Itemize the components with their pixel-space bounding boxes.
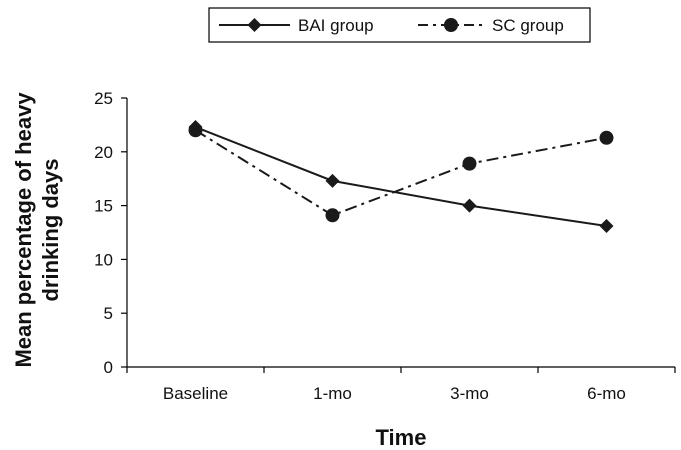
x-axis-title: Time	[376, 425, 427, 450]
series-line	[195, 126, 607, 228]
x-tick-label: 6-mo	[587, 384, 626, 403]
y-tick-label: 5	[104, 304, 113, 323]
x-tick-label: 1-mo	[313, 384, 352, 403]
y-tick-label: 25	[94, 89, 113, 108]
series-bai-group	[188, 120, 614, 234]
data-point	[599, 219, 614, 234]
data-point	[188, 123, 203, 138]
data-point	[325, 208, 340, 223]
legend-label: BAI group	[298, 16, 374, 35]
x-tick-label: 3-mo	[450, 384, 489, 403]
y-tick-label: 20	[94, 143, 113, 162]
legend: BAI group SC group	[208, 7, 591, 43]
y-axis-title-line-2: drinking days	[38, 158, 63, 301]
series-line	[194, 129, 607, 217]
data-point	[599, 130, 614, 145]
series-sc-group	[188, 123, 614, 223]
y-axis-title-line-1: Mean percentage of heavy	[11, 92, 36, 368]
legend-marker	[247, 18, 262, 32]
x-tick-label: Baseline	[163, 384, 228, 403]
x-axis-ticks: Baseline 1-mo 3-mo 6-mo	[126, 367, 676, 403]
data-point	[325, 173, 340, 188]
y-tick-label: 10	[94, 250, 113, 269]
y-axis-ticks: 0 5 10 15 20 25	[94, 89, 127, 377]
legend-entry: BAI group	[219, 16, 374, 35]
y-tick-label: 0	[104, 358, 113, 377]
legend-marker	[444, 18, 458, 32]
legend-entry: SC group	[418, 16, 564, 35]
y-axis-title: Mean percentage of heavy drinking days	[11, 92, 63, 368]
data-point	[462, 198, 477, 213]
legend-label: SC group	[492, 16, 564, 35]
y-tick-label: 15	[94, 197, 113, 216]
series-layer	[188, 120, 614, 234]
data-point	[462, 156, 477, 171]
